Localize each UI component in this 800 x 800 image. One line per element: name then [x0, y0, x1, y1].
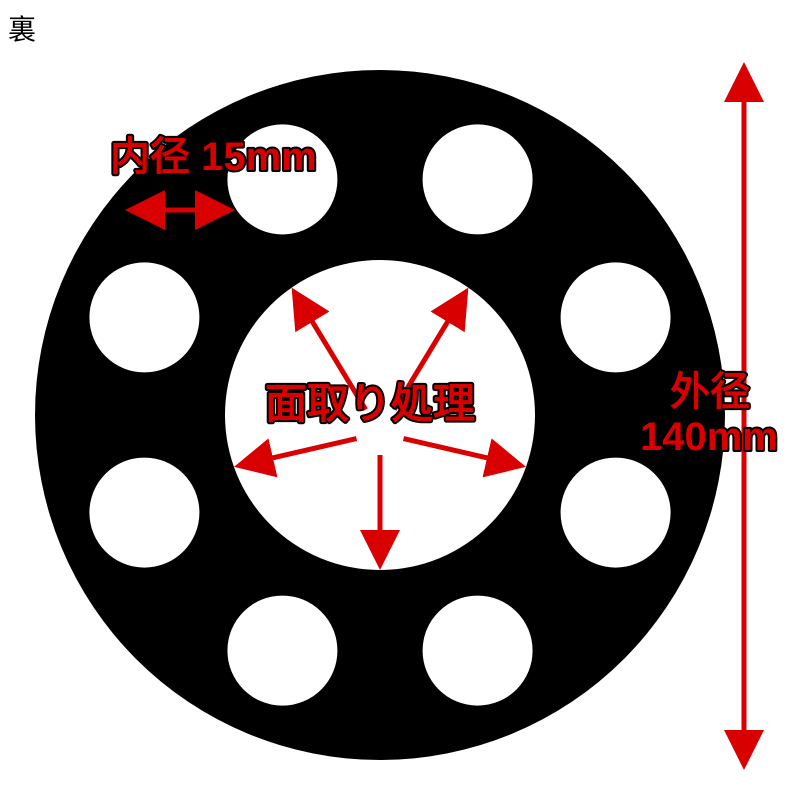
outer-dia-label-2: 140mm	[640, 415, 778, 459]
chamfer-label: 面取り処理	[265, 380, 475, 427]
outer-dia-label-1: 外径	[670, 370, 750, 414]
corner-label: 裏	[8, 8, 36, 48]
diagram-svg: 内径 15mm 面取り処理 外径 140mm	[0, 0, 800, 800]
chamfer-arrows	[244, 296, 517, 560]
inner-bolt-label: 内径 15mm	[110, 135, 317, 179]
